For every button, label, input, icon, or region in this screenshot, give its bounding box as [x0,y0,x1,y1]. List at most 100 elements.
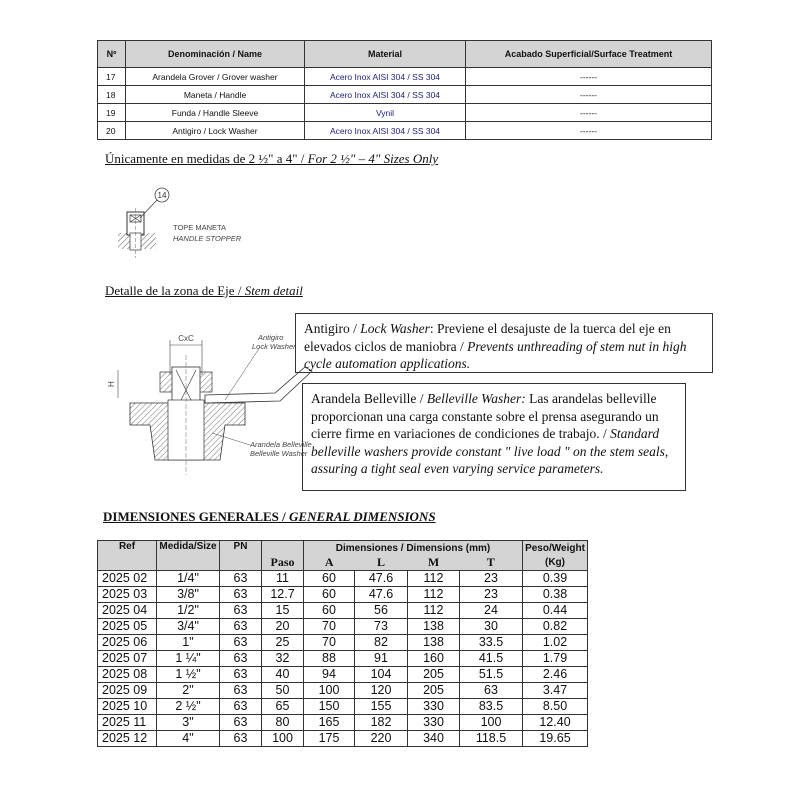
sizes-note-en: For 2 ½" – 4" Sizes Only [307,151,439,166]
cell-t: 24 [459,602,523,619]
cell-l: 73 [354,618,408,635]
cell-ref: 2025 06 [97,634,157,651]
cell-m: 138 [407,618,460,635]
belleville-term-es: Arandela Belleville / [311,391,427,406]
part-number: 17 [97,67,126,86]
dims-heading-es: DIMENSIONES GENERALES / [103,509,290,524]
cell-size: 1/4" [156,570,220,587]
cell-t: 33.5 [459,634,523,651]
cell-a: 60 [303,570,355,587]
header-a: A [303,555,355,571]
h-label: H [107,381,116,387]
sizes-note-es: Únicamente en medidas de 2 ½" a 4" / [105,151,308,166]
header-weight-unit: (Kg) [522,555,588,571]
dimensions-row: 2025 03 3/8" 63 12.7 60 47.6 112 23 0.38 [97,586,588,603]
cell-ref: 2025 10 [97,698,157,715]
header-size: Medida/Size [156,540,220,571]
lock-label-es: Antigiro [257,333,283,342]
cell-l: 47.6 [354,570,408,587]
cell-t: 41.5 [459,650,523,667]
cell-t: 30 [459,618,523,635]
header-no: Nº [97,40,126,68]
cell-pn: 63 [219,602,262,619]
cell-t: 23 [459,586,523,603]
cell-l: 155 [354,698,408,715]
header-surface: Acabado Superficial/Surface Treatment [465,40,712,68]
part-surface: ------ [465,85,712,104]
lock-text-es: : Previene el desajuste de la tuerca del… [304,321,671,354]
cell-paso: 32 [261,650,304,667]
cell-t: 51.5 [459,666,523,683]
cell-a: 70 [303,618,355,635]
header-pn: PN [219,540,262,571]
cell-size: 1" [156,634,220,651]
cell-paso: 20 [261,618,304,635]
belleville-text-en: Standard belleville washers provide cons… [311,426,669,476]
cell-size: 2 ½" [156,698,220,715]
cell-ref: 2025 05 [97,618,157,635]
cell-paso: 40 [261,666,304,683]
cell-m: 160 [407,650,460,667]
cell-pn: 63 [219,618,262,635]
cell-weight: 12.40 [522,714,588,731]
cell-pn: 63 [219,586,262,603]
header-paso: Paso [261,540,304,571]
cell-m: 112 [407,570,460,587]
belleville-washer-note: Arandela Belleville / Belleville Washer:… [302,383,686,491]
belleville-text-es: Las arandelas belleville proporcionan un… [311,391,659,441]
part-material: Acero Inox AISI 304 / SS 304 [304,85,466,104]
cell-weight: 8.50 [522,698,588,715]
cell-a: 60 [303,602,355,619]
cell-l: 56 [354,602,408,619]
cell-m: 205 [407,666,460,683]
dimensions-row: 2025 02 1/4" 63 11 60 47.6 112 23 0.39 [97,570,588,587]
cell-pn: 63 [219,634,262,651]
parts-row: 18 Maneta / Handle Acero Inox AISI 304 / S… [97,85,712,104]
belleville-term-en: Belleville Washer: [426,391,526,406]
parts-row: 20 Antigiro / Lock Washer Acero Inox AISI … [97,121,712,140]
header-name: Denominación / Name [125,40,305,68]
belleville-label-es: Arandela Belleville [249,440,312,449]
cell-weight: 19.65 [522,730,588,747]
parts-header-row: Nº Denominación / Name Material Acabado … [97,40,712,68]
cell-l: 47.6 [354,586,408,603]
cell-ref: 2025 08 [97,666,157,683]
part-material: Vynil [304,103,466,122]
handle-stopper-drawing: 14 TOPE MANETA HANDLE STOPPER [118,187,242,258]
header-dimensions: Dimensiones / Dimensions (mm) [303,540,523,555]
cell-a: 94 [303,666,355,683]
part-number: 18 [97,85,126,104]
cell-size: 1/2" [156,602,220,619]
dimensions-row: 2025 04 1/2" 63 15 60 56 112 24 0.44 [97,602,588,619]
dimensions-row: 2025 07 1 ¼" 63 32 88 91 160 41.5 1.79 [97,650,588,667]
cell-m: 112 [407,602,460,619]
part-number: 20 [97,121,126,140]
cell-m: 330 [407,698,460,715]
cell-pn: 63 [219,650,262,667]
header-t: T [459,555,523,571]
cell-paso: 100 [261,730,304,747]
cxc-label: CxC [178,334,194,343]
part-number: 19 [97,103,126,122]
cell-a: 100 [303,682,355,699]
cell-weight: 0.39 [522,570,588,587]
part-name: Antigiro / Lock Washer [125,121,305,140]
dimensions-row: 2025 06 1" 63 25 70 82 138 33.5 1.02 [97,634,588,651]
cell-a: 60 [303,586,355,603]
cell-ref: 2025 11 [97,714,157,731]
header-m: M [407,555,460,571]
cell-ref: 2025 04 [97,602,157,619]
cell-paso: 25 [261,634,304,651]
cell-ref: 2025 07 [97,650,157,667]
cell-pn: 63 [219,698,262,715]
belleville-label-en: Belleville Washer [250,449,308,458]
header-l: L [354,555,408,571]
cell-ref: 2025 09 [97,682,157,699]
cell-size: 1 ¼" [156,650,220,667]
cell-size: 3/8" [156,586,220,603]
cell-weight: 0.44 [522,602,588,619]
cell-t: 83.5 [459,698,523,715]
callout-number: 14 [158,191,167,200]
dimensions-row: 2025 05 3/4" 63 20 70 73 138 30 0.82 [97,618,588,635]
dims-heading-en: GENERAL DIMENSIONS [289,509,436,524]
